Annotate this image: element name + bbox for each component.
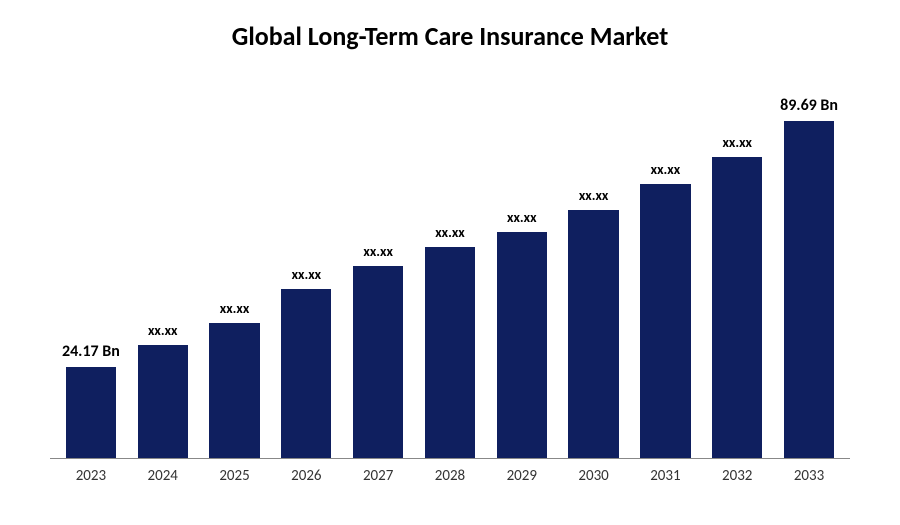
bar-wrapper: 24.17 Bn xyxy=(55,82,127,458)
bar-value-label: xx.xx xyxy=(507,209,536,226)
x-axis-label: 2023 xyxy=(55,467,127,485)
x-axis-label: 2033 xyxy=(773,467,845,485)
bar-wrapper: xx.xx xyxy=(127,82,199,458)
x-axis-label: 2024 xyxy=(127,467,199,485)
bar xyxy=(640,184,690,458)
bar xyxy=(138,345,188,458)
bar xyxy=(66,367,116,458)
bar-wrapper: xx.xx xyxy=(558,82,630,458)
x-axis-label: 2030 xyxy=(558,467,630,485)
bar-value-label: 24.17 Bn xyxy=(62,342,120,361)
bar-value-label: xx.xx xyxy=(148,322,177,339)
x-axis-label: 2025 xyxy=(199,467,271,485)
bar xyxy=(425,247,475,458)
chart-title: Global Long-Term Care Insurance Market xyxy=(50,20,850,52)
bar-value-label: xx.xx xyxy=(579,187,608,204)
bar-value-label: xx.xx xyxy=(435,224,464,241)
bar-value-label: xx.xx xyxy=(220,300,249,317)
x-axis: 2023202420252026202720282029203020312032… xyxy=(50,459,850,485)
bar-wrapper: xx.xx xyxy=(342,82,414,458)
bar xyxy=(568,210,618,458)
bar-value-label: xx.xx xyxy=(722,134,751,151)
chart-plot-area: 24.17 Bn xx.xx xx.xx xx.xx xx.xx xx.xx xx.xx xx… xyxy=(50,82,850,459)
bar-wrapper: xx.xx xyxy=(630,82,702,458)
x-axis-label: 2029 xyxy=(486,467,558,485)
bar xyxy=(281,289,331,458)
bar xyxy=(784,121,834,458)
bar-wrapper: xx.xx xyxy=(486,82,558,458)
bar xyxy=(353,266,403,458)
x-axis-label: 2026 xyxy=(270,467,342,485)
bar xyxy=(712,157,762,458)
x-axis-label: 2032 xyxy=(701,467,773,485)
bar-wrapper: 89.69 Bn xyxy=(773,82,845,458)
x-axis-label: 2028 xyxy=(414,467,486,485)
x-axis-label: 2031 xyxy=(630,467,702,485)
bar-wrapper: xx.xx xyxy=(270,82,342,458)
bar-wrapper: xx.xx xyxy=(199,82,271,458)
bar-value-label: xx.xx xyxy=(363,243,392,260)
bar-wrapper: xx.xx xyxy=(414,82,486,458)
chart-container: Global Long-Term Care Insurance Market 2… xyxy=(0,0,900,525)
bar xyxy=(209,323,259,458)
bar-value-label: xx.xx xyxy=(292,266,321,283)
bar-wrapper: xx.xx xyxy=(701,82,773,458)
bar-value-label: xx.xx xyxy=(651,161,680,178)
x-axis-label: 2027 xyxy=(342,467,414,485)
bars-group: 24.17 Bn xx.xx xx.xx xx.xx xx.xx xx.xx xx.xx xx… xyxy=(50,82,850,458)
bar xyxy=(497,232,547,458)
bar-value-label: 89.69 Bn xyxy=(780,96,838,115)
